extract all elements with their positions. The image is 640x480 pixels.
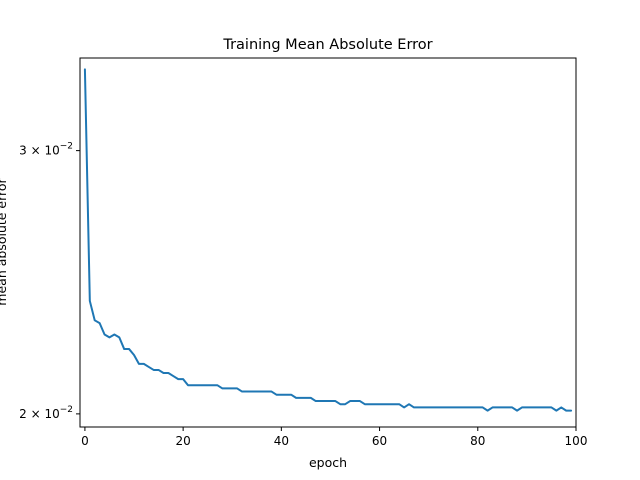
x-tick-label: 20: [175, 434, 190, 448]
x-tick-label: 0: [81, 434, 89, 448]
x-tick-label: 60: [372, 434, 387, 448]
y-tick-label: 3 × 10−2: [19, 142, 73, 158]
x-tick-label: 40: [274, 434, 289, 448]
x-tick-label: 100: [565, 434, 588, 448]
y-tick-label: 2 × 10−2: [19, 405, 73, 421]
x-tick-label: 80: [470, 434, 485, 448]
y-axis: 2 × 10−2 3 × 10−2: [19, 142, 80, 421]
y-axis-label: mean absolute error: [0, 177, 9, 305]
plot-area: [79, 57, 577, 428]
chart-title: Training Mean Absolute Error: [222, 37, 432, 53]
series-layer: [83, 68, 573, 412]
series-line: [83, 68, 573, 412]
x-axis-label: epoch: [309, 455, 347, 470]
x-axis: 0 20 40 60 80 100: [81, 427, 587, 448]
